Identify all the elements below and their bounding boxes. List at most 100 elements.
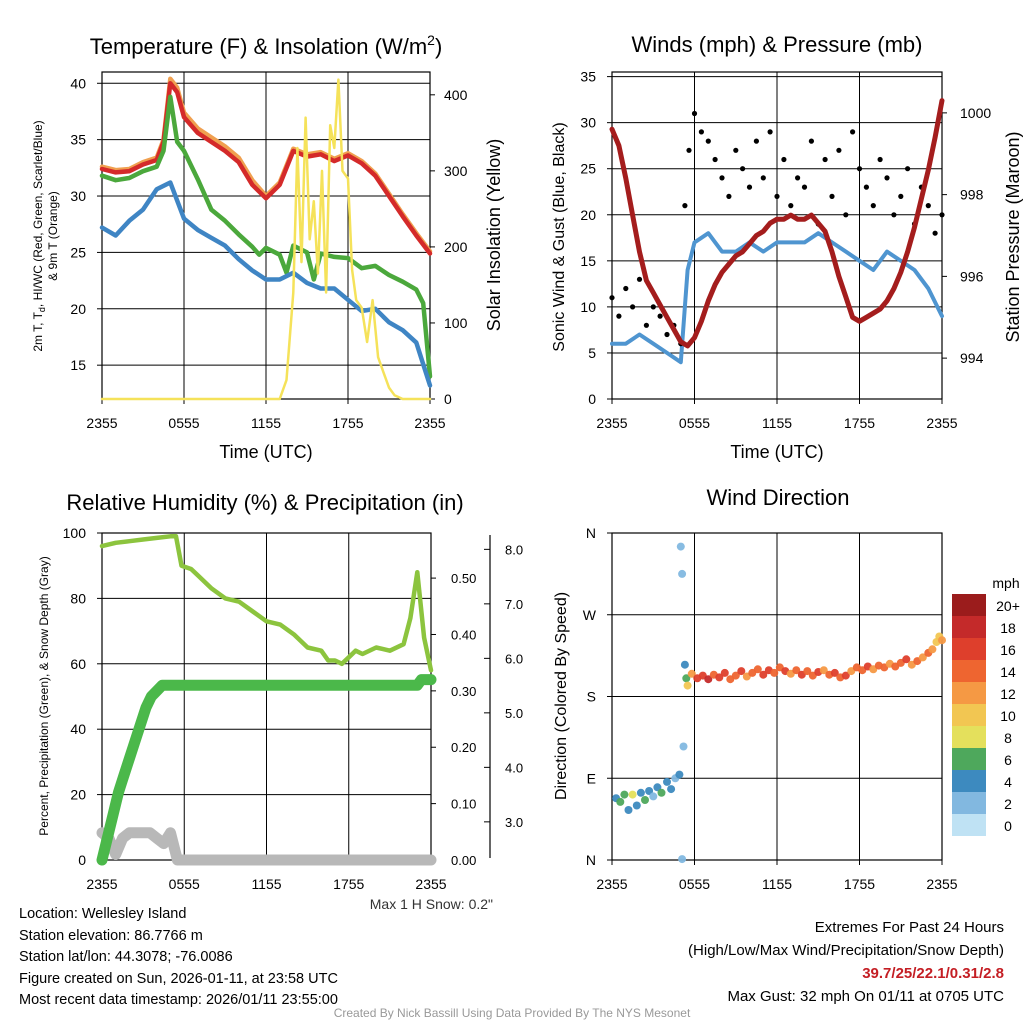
gust-point	[753, 138, 760, 144]
chart-title-sup: 2	[427, 32, 435, 48]
x-tick-label: 2355	[415, 876, 446, 892]
y-tick-label-right: 996	[960, 268, 984, 284]
elevation-text: Station elevation: 86.7766 m	[19, 927, 203, 944]
gust-point	[925, 203, 931, 209]
direction-point	[770, 668, 779, 677]
direction-point	[657, 788, 666, 797]
x-tick-label: 2355	[86, 415, 117, 431]
y-tick-label-left: 0	[78, 852, 86, 868]
direction-point	[938, 636, 946, 645]
x-tick-label: 2355	[926, 876, 957, 892]
gust-point	[781, 156, 787, 163]
y-axis-label-left-2: & 9m T (Orange)	[46, 191, 60, 281]
y-tick-label-right: 1000	[960, 105, 991, 121]
colorbar-swatch	[952, 682, 986, 704]
gust-point	[774, 193, 780, 199]
ylabel-part: 2m T, T	[31, 311, 45, 351]
precip-tick-label: 0.30	[451, 684, 476, 699]
series-line-station-pressure	[609, 98, 945, 349]
chart-title-main: Temperature (F) & Insolation (W/m	[90, 34, 427, 59]
max-gust-text: Max Gust: 32 mph On 01/11 at 0705 UTC	[727, 988, 1004, 1005]
colorbar-label: 2	[1004, 796, 1012, 812]
x-tick-label: 0555	[169, 876, 200, 892]
precip-tick-label: 0.20	[451, 740, 476, 755]
y-axis-label-left: Sonic Wind & Gust (Blue, Black)	[551, 122, 568, 351]
direction-point	[731, 671, 740, 680]
gust-point	[650, 304, 656, 310]
gust-point	[719, 175, 725, 181]
y-tick-label-left: 40	[70, 721, 86, 737]
direction-point	[830, 668, 839, 677]
gust-point	[616, 313, 622, 319]
series-line-2m-t	[99, 81, 433, 256]
direction-point	[620, 790, 629, 799]
colorbar-label: 18	[1000, 620, 1016, 636]
y-axis-label-right: Station Pressure (Maroon)	[1003, 131, 1023, 342]
gust-point	[836, 147, 842, 153]
direction-point	[636, 788, 645, 797]
colorbar-label: 0	[1004, 818, 1012, 834]
snow-note: Max 1 H Snow: 0.2"	[369, 896, 493, 912]
direction-point	[753, 665, 762, 674]
x-tick-label: 1155	[762, 876, 792, 892]
x-tick-label: 1755	[333, 876, 364, 892]
y-tick-label-right: 100	[444, 315, 468, 331]
direction-point	[663, 777, 671, 786]
y-tick-label-right: 400	[444, 87, 468, 103]
y-tick-label-left: 20	[580, 207, 596, 223]
colorbar-swatch	[952, 792, 986, 814]
gust-point	[712, 156, 718, 163]
y-axis-label-left: Direction (Colored By Speed)	[553, 592, 570, 800]
direction-point	[737, 667, 746, 676]
gust-point	[856, 166, 863, 172]
chart-title-end: )	[435, 34, 442, 59]
y-tick-label-left: 35	[70, 132, 86, 148]
direction-point	[683, 681, 692, 690]
direction-point	[704, 675, 713, 684]
y-tick-label-left: W	[583, 607, 597, 623]
gust-point	[740, 166, 746, 172]
x-tick-label: 2355	[86, 876, 117, 892]
direction-point	[653, 783, 662, 792]
y-tick-label-left: 30	[70, 188, 86, 204]
gust-point	[932, 230, 938, 236]
x-axis-label: Time (UTC)	[219, 442, 312, 462]
snow-tick-label: 7.0	[505, 597, 523, 612]
colorbar-swatch	[952, 704, 986, 726]
y-tick-label-right: 998	[960, 187, 984, 203]
extremes-title: Extremes For Past 24 Hours	[814, 919, 1004, 936]
colorbar-swatch	[952, 814, 986, 836]
precip-tick-label: 0.10	[451, 797, 476, 812]
gust-point	[850, 129, 856, 135]
credit-text: Created By Nick Bassill Using Data Provi…	[333, 1006, 691, 1020]
gust-point	[898, 193, 904, 199]
gust-point	[636, 276, 643, 282]
gust-point	[891, 212, 897, 218]
gust-point	[877, 156, 883, 163]
direction-point	[679, 742, 688, 751]
series-line-solar-insolation	[100, 78, 432, 401]
latlon-text: Station lat/lon: 44.3078; -76.0086	[19, 949, 233, 965]
gust-point	[664, 331, 670, 338]
snow-tick-label: 6.0	[505, 651, 523, 666]
ylabel-part: , HI/WC (Red, Green, Scarlet/Blue)	[31, 120, 45, 307]
colorbar-swatch	[952, 594, 986, 616]
y-tick-label-left: 40	[70, 75, 86, 91]
gust-point	[795, 175, 801, 181]
x-tick-label: 0555	[168, 415, 199, 431]
precip-tick-label: 0.50	[451, 571, 476, 586]
gust-point	[808, 138, 815, 144]
direction-point	[676, 542, 685, 551]
y-axis-label-right: Solar Insolation (Yellow)	[484, 139, 504, 331]
snow-tick-label: 3.0	[505, 815, 523, 830]
colorbar-swatch	[952, 748, 986, 770]
y-tick-label-left: 35	[580, 69, 596, 85]
y-tick-label-left: 20	[70, 787, 86, 803]
direction-point	[918, 653, 927, 662]
y-tick-label-left: 5	[588, 345, 596, 361]
gust-point	[630, 304, 636, 310]
y-tick-label-left: 0	[588, 391, 596, 407]
gust-point	[863, 184, 870, 190]
precip-tick-label: 0.00	[451, 853, 476, 868]
direction-point	[715, 673, 724, 682]
